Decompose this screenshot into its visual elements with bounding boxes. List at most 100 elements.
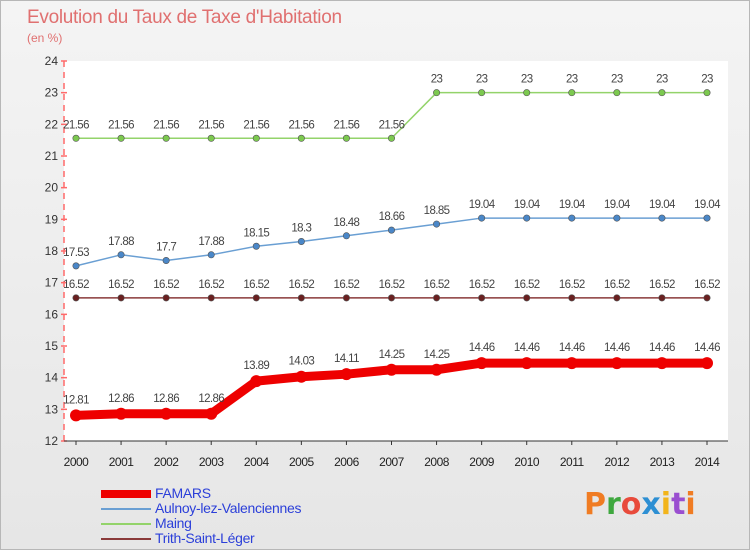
legend-label: FAMARS (155, 485, 211, 501)
data-point (433, 89, 441, 97)
data-point (295, 370, 308, 383)
data-label: 16.52 (469, 279, 495, 291)
y-tick-label: 18 (45, 244, 59, 258)
data-label: 21.56 (63, 119, 89, 131)
data-point (478, 89, 486, 97)
y-tick-label: 14 (45, 371, 59, 385)
data-label: 16.52 (243, 279, 269, 291)
legend-label: Maing (155, 515, 192, 531)
data-point (658, 89, 666, 97)
data-point (162, 256, 170, 264)
data-label: 19.04 (469, 199, 496, 211)
data-point (703, 89, 711, 97)
data-point (387, 226, 395, 234)
data-point (523, 214, 531, 222)
data-label: 16.52 (694, 279, 720, 291)
data-point (658, 294, 666, 302)
y-tick-label: 20 (45, 181, 59, 195)
data-point (520, 357, 533, 370)
data-label: 12.86 (198, 393, 224, 405)
data-point (658, 214, 666, 222)
data-label: 21.56 (198, 119, 224, 131)
x-tick-label: 2012 (605, 455, 631, 469)
data-point (385, 363, 398, 376)
plot-area (64, 61, 728, 441)
data-point (568, 294, 576, 302)
data-point (568, 89, 576, 97)
data-point (475, 357, 488, 370)
data-label: 21.56 (243, 119, 269, 131)
legend-swatch (101, 523, 151, 525)
data-label: 16.52 (153, 279, 179, 291)
data-point (117, 134, 125, 142)
data-label: 23 (566, 74, 578, 86)
data-label: 16.52 (108, 279, 134, 291)
data-point (297, 238, 305, 246)
logo-letter: t (671, 487, 686, 522)
data-label: 16.52 (379, 279, 405, 291)
data-label: 23 (656, 74, 668, 86)
data-label: 16.52 (334, 279, 360, 291)
data-label: 13.89 (243, 360, 269, 372)
data-label: 14.25 (424, 349, 450, 361)
data-point (252, 294, 260, 302)
data-point (297, 294, 305, 302)
data-point (565, 357, 578, 370)
proxiti-logo: Proxiti (584, 487, 696, 522)
data-label: 14.25 (379, 349, 405, 361)
data-point (340, 368, 353, 381)
data-point (430, 363, 443, 376)
series-maing: 21.56 21.56 21.56 21.56 21.56 21.56 21.56 21.56… (63, 74, 714, 142)
data-label: 17.88 (198, 236, 224, 248)
data-point (703, 214, 711, 222)
data-point (162, 134, 170, 142)
data-label: 17.7 (156, 242, 176, 254)
data-point (160, 407, 173, 420)
x-tick-label: 2006 (334, 455, 360, 469)
data-point (523, 294, 531, 302)
data-point (610, 357, 623, 370)
data-point (701, 357, 713, 370)
logo-letter: P (584, 487, 606, 522)
data-point (655, 357, 668, 370)
data-label: 14.11 (334, 353, 359, 365)
legend-label: Trith-Saint-Léger (155, 530, 255, 546)
x-tick-label: 2011 (560, 455, 585, 469)
x-tick-label: 2007 (379, 455, 405, 469)
data-point (297, 134, 305, 142)
data-point (162, 294, 170, 302)
data-point (613, 89, 621, 97)
series-aulnoy-lez-valenciennes: 17.53 17.88 17.7 17.88 18.15 18.3 18.48 18.66 18… (63, 199, 722, 270)
data-label: 12.86 (153, 393, 179, 405)
data-label: 21.56 (153, 119, 179, 131)
data-label: 17.88 (108, 236, 134, 248)
data-point (250, 375, 263, 388)
data-label: 14.46 (649, 342, 675, 354)
data-label: 16.52 (559, 279, 585, 291)
data-label: 14.46 (694, 342, 720, 354)
data-label: 16.52 (604, 279, 630, 291)
data-label: 19.04 (514, 199, 541, 211)
data-point (207, 251, 215, 259)
x-tick-label: 2003 (199, 455, 225, 469)
logo-letter: i (660, 487, 672, 522)
logo-letter: o (620, 487, 642, 522)
data-label: 18.15 (243, 227, 269, 239)
data-point (387, 134, 395, 142)
data-label: 17.53 (63, 247, 89, 259)
data-label: 14.46 (514, 342, 540, 354)
data-point (613, 294, 621, 302)
data-point (523, 89, 531, 97)
series-famars: 12.81 12.86 12.86 12.86 13.89 14.03 14.11 14.25… (63, 342, 721, 422)
data-point (387, 294, 395, 302)
logo-letter: x (641, 487, 661, 522)
data-label: 16.52 (424, 279, 450, 291)
data-label: 16.52 (514, 279, 540, 291)
data-point (72, 262, 80, 270)
data-label: 19.04 (649, 199, 676, 211)
y-tick-label: 17 (45, 276, 59, 290)
data-point (205, 407, 218, 420)
data-label: 16.52 (649, 279, 675, 291)
data-label: 12.81 (63, 394, 89, 406)
